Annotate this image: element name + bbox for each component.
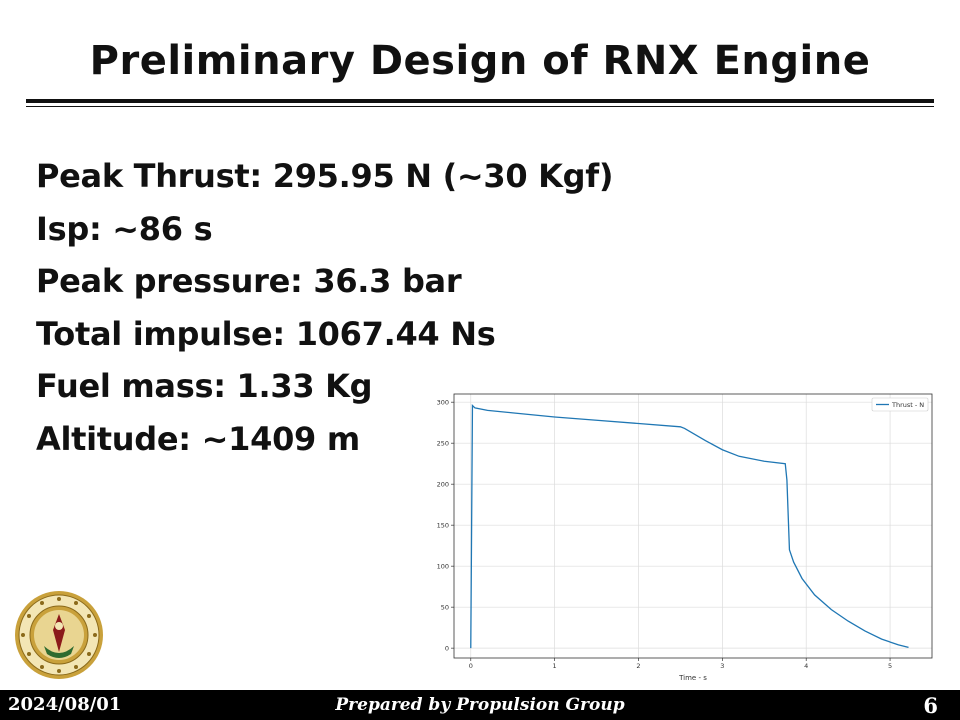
spec-altitude: Altitude: ~1409 m (36, 419, 360, 458)
x-tick-label: 5 (888, 662, 892, 670)
y-tick-label: 50 (441, 603, 449, 611)
title-underline-thin (26, 106, 934, 107)
footer-date: 2024/08/01 (8, 694, 122, 715)
chart-legend: Thrust - N (871, 397, 929, 412)
x-axis-label: Time - s (678, 674, 707, 682)
legend-box (871, 397, 929, 412)
slide-title: Preliminary Design of RNX Engine (89, 38, 871, 84)
footer-bar: 2024/08/01 Prepared by Propulsion Group … (0, 690, 960, 720)
chart-background (432, 386, 938, 686)
legend-entry: Thrust - N (891, 401, 924, 409)
y-tick-label: 100 (437, 562, 449, 570)
thrust-series-line (470, 403, 909, 649)
x-tick-label: 1 (553, 662, 557, 670)
spec-peak-thrust: Peak Thrust: 295.95 N (~30 Kgf) (36, 157, 614, 195)
x-tick-label: 4 (804, 662, 808, 670)
x-tick-label: 3 (720, 662, 724, 670)
spec-peak-pressure: Peak pressure: 36.3 bar (36, 262, 462, 300)
university-seal-icon (15, 591, 103, 679)
y-tick-label: 150 (437, 521, 449, 529)
x-tick-label: 0 (469, 662, 473, 670)
spec-isp: Isp: ~86 s (36, 209, 213, 248)
y-tick-label: 250 (437, 439, 449, 447)
y-tick-label: 0 (445, 644, 449, 652)
plot-frame (453, 393, 933, 659)
x-tick-label: 2 (636, 662, 640, 670)
y-tick-label: 200 (437, 480, 449, 488)
footer-credit: Prepared by Propulsion Group (335, 695, 625, 715)
y-tick-label: 300 (437, 398, 449, 406)
title-underline-thick (26, 99, 934, 103)
spec-list: Peak Thrust: 295.95 N (~30 Kgf) Isp: ~86… (36, 150, 614, 465)
chart-grid (454, 394, 932, 658)
spec-fuel-mass: Fuel mass: 1.33 Kg (36, 367, 373, 405)
page-number: 6 (923, 693, 938, 718)
spec-total-impulse: Total impulse: 1067.44 Ns (36, 314, 496, 353)
